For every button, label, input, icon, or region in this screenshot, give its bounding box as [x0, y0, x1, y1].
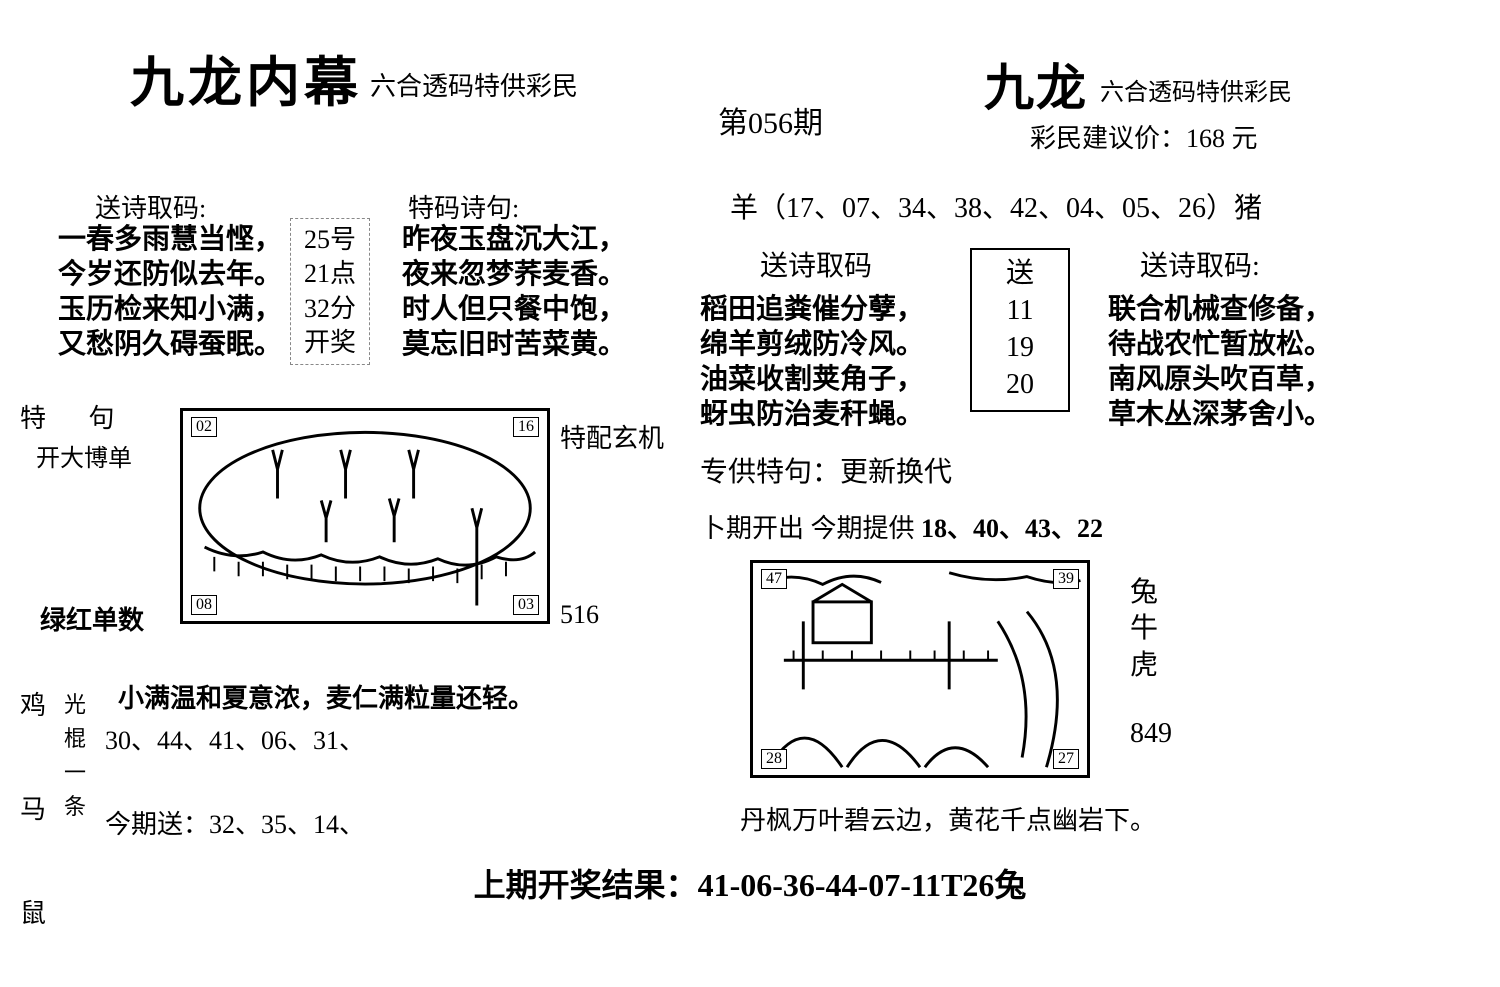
left-lower-line1: 小满温和夏意浓，麦仁满粒量还轻。	[118, 678, 534, 715]
right-illustration: 47 39 28 27	[750, 560, 1090, 778]
left-poem-right-label: 特码诗句:	[408, 188, 519, 225]
issue-number: 第056期	[718, 98, 823, 142]
lvhong-text: 绿红单数	[40, 600, 144, 637]
right-zodiac-three: 兔 牛 虎	[1130, 575, 1158, 684]
num-849: 849	[1130, 718, 1172, 750]
right-center-box: 送 11 19 20	[970, 248, 1070, 412]
right-illus-corner-tr: 39	[1053, 569, 1079, 589]
right-illus-corner-bl: 28	[761, 749, 787, 769]
left-title-sub: 六合透码特供彩民	[370, 66, 578, 103]
left-lower-col2: 光 棍 一 条	[64, 688, 86, 824]
right-illus-corner-tl: 47	[761, 569, 787, 589]
right-poem-right-label: 送诗取码:	[1140, 244, 1260, 284]
left-lower-line3: 今期送：32、35、14、	[105, 804, 365, 841]
left-illustration: 02 16 08 03	[180, 408, 550, 624]
left-poem-label: 送诗取码:	[95, 188, 206, 225]
right-last-open: 卜期开出 今期提供 18、40、43、22	[700, 508, 1103, 545]
left-illustration-svg	[183, 411, 547, 621]
right-title-sub: 六合透码特供彩民	[1100, 72, 1292, 107]
left-lower-line2: 30、44、41、06、31、	[105, 720, 365, 757]
left-illus-corner-bl: 08	[191, 595, 217, 615]
left-illus-corner-tl: 02	[191, 417, 217, 437]
right-price: 彩民建议价：168 元	[1030, 118, 1258, 155]
right-poem-left-body: 稻田追粪催分孽， 绵羊剪绒防冷风。 油菜收割荚角子， 蚜虫防治麦秆蝇。	[700, 292, 924, 432]
right-caption: 丹枫万叶碧云边，黄花千点幽岩下。	[740, 800, 1156, 837]
num-516: 516	[560, 600, 599, 630]
left-illus-corner-tr: 16	[513, 417, 539, 437]
right-poem-right-body: 联合机械查修备， 待战农忙暂放松。 南风原头吹百草， 草木丛深茅舍小。	[1108, 292, 1332, 432]
right-poem-left-label: 送诗取码	[760, 244, 872, 284]
left-poem-right-body: 昨夜玉盘沉大江， 夜来忽梦荞麦香。 时人但只餐中饱， 莫忘旧时苦菜黄。	[402, 222, 626, 362]
left-title-main: 九龙内幕	[130, 38, 362, 117]
left-illus-corner-br: 03	[513, 595, 539, 615]
footer-result: 上期开奖结果：41-06-36-44-07-11T26兔	[0, 860, 1500, 906]
page-root: 九龙内幕 六合透码特供彩民 送诗取码: 一春多雨慧当悭， 今岁还防似去年。 玉历…	[0, 0, 1500, 987]
right-last-open-nums: 18、40、43、22	[921, 514, 1103, 543]
right-illustration-svg	[753, 563, 1087, 775]
left-center-box: 25号 21点 32分 开奖	[290, 218, 370, 365]
right-zodiac-line: 羊（17、07、34、38、42、04、05、26）猪	[730, 186, 1262, 226]
right-zhuangong: 专供特句：更新换代	[700, 450, 952, 490]
teku-label: 特 句	[20, 398, 133, 435]
right-illus-corner-br: 27	[1053, 749, 1079, 769]
right-last-open-prefix: 卜期开出 今期提供	[700, 514, 921, 543]
kaida-text: 开大博单	[36, 438, 132, 473]
right-title-main: 九龙	[984, 48, 1088, 120]
tepeixuanji-text: 特配玄机	[560, 422, 586, 456]
left-poem-body: 一春多雨慧当悭， 今岁还防似去年。 玉历检来知小满， 又愁阴久碍蚕眠。	[58, 222, 282, 362]
